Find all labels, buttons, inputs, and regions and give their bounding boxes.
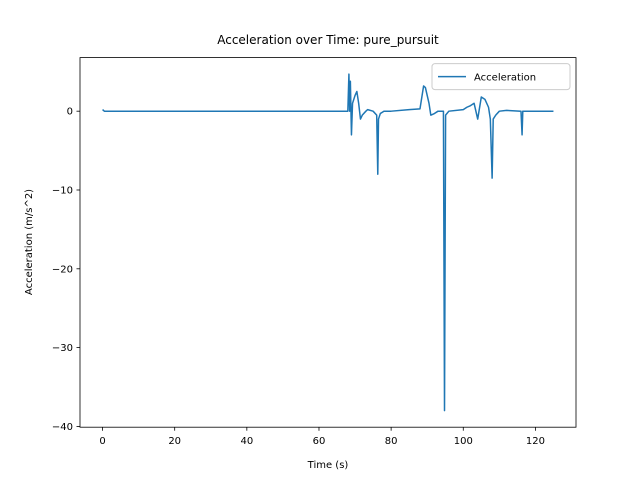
y-tick-label: −40	[52, 422, 73, 433]
x-tick-label: 20	[168, 436, 181, 447]
x-tick-label: 80	[385, 436, 398, 447]
y-axis-label: Acceleration (m/s^2)	[24, 189, 35, 295]
chart-title: Acceleration over Time: pure_pursuit	[217, 33, 439, 47]
x-tick-label: 100	[454, 436, 473, 447]
x-tick-label: 120	[526, 436, 545, 447]
legend-label: Acceleration	[474, 73, 536, 84]
x-axis-label: Time (s)	[307, 460, 349, 471]
x-tick-label: 60	[313, 436, 326, 447]
data-line	[102, 73, 554, 412]
y-tick-label: 0	[67, 107, 73, 118]
plot-frame	[79, 57, 577, 428]
legend: Acceleration	[431, 63, 571, 91]
y-tick-label: −20	[52, 264, 73, 275]
y-tick-label: −10	[52, 185, 73, 196]
y-tick-label: −30	[52, 343, 73, 354]
x-tick-label: 40	[240, 436, 253, 447]
x-tick-label: 0	[99, 436, 105, 447]
legend-box	[431, 63, 571, 91]
